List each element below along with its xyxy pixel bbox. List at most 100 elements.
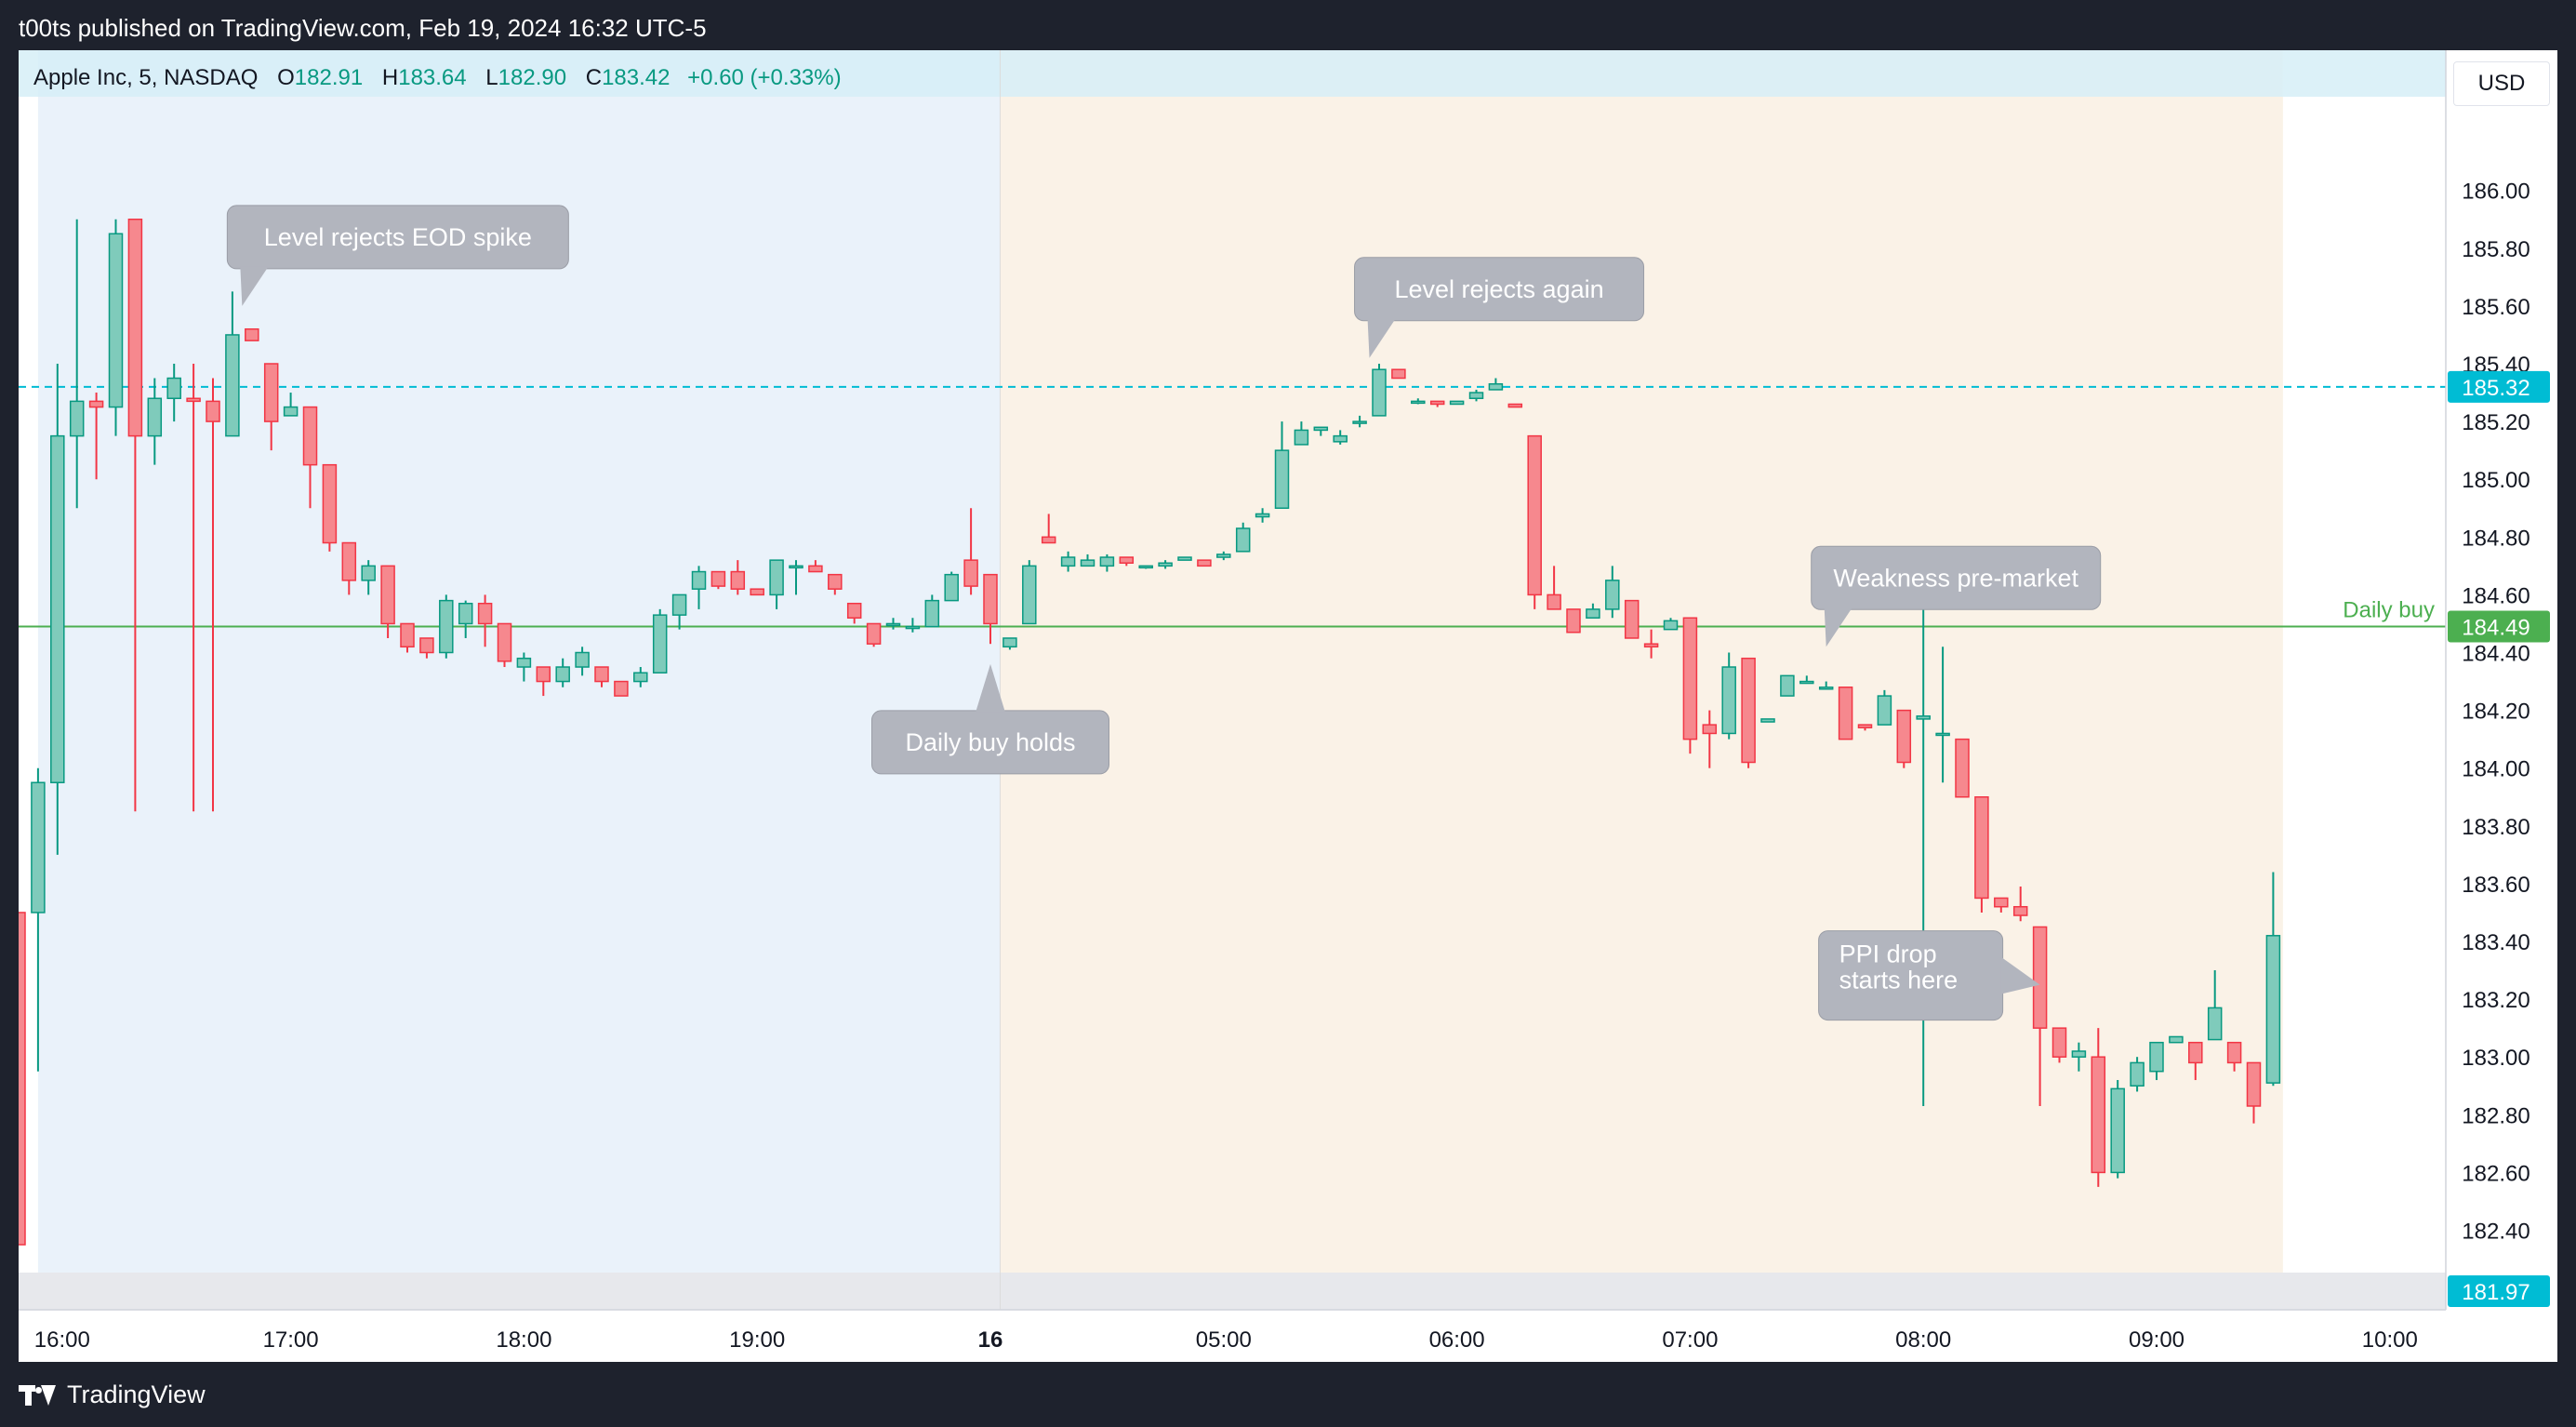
currency-button[interactable]: USD	[2453, 61, 2550, 106]
candle-body	[88, 400, 104, 408]
candle-body	[594, 666, 609, 683]
candle	[31, 767, 46, 1072]
candle	[1255, 508, 1270, 523]
candle-body	[108, 233, 124, 408]
axis-corner	[2446, 1310, 2557, 1362]
price-tick-label: 183.00	[2462, 1046, 2530, 1071]
candle-body	[186, 397, 201, 403]
candle	[555, 658, 570, 687]
candle-body	[1935, 732, 1950, 737]
candle-body	[1119, 556, 1135, 564]
price-tick-label: 185.20	[2462, 410, 2530, 435]
high-value: 183.64	[398, 65, 467, 90]
candle	[1488, 378, 1504, 391]
candle	[1411, 398, 1426, 405]
candle	[671, 593, 687, 630]
annotation-text: Level rejects EOD spike	[264, 223, 532, 251]
candle	[206, 378, 220, 812]
close-value: 183.42	[602, 65, 671, 90]
candle-body	[400, 622, 415, 648]
candle-body	[458, 602, 473, 625]
top-highlight-strip	[19, 50, 2446, 97]
price-line-name-2: Daily buy	[2343, 598, 2435, 623]
chart-area[interactable]: Daily buy Level rejects EOD spike Level re…	[19, 50, 2557, 1362]
bottom-highlight-strip	[19, 1273, 2446, 1310]
candle	[1682, 617, 1698, 754]
candle-body	[2169, 1035, 2184, 1044]
candle	[1624, 599, 1640, 639]
candle	[1838, 687, 1853, 740]
candle-body	[1605, 580, 1620, 610]
time-tick-label: 16:00	[34, 1327, 90, 1353]
annotation-4: Daily buy holds	[871, 663, 1109, 775]
candle-body	[652, 614, 668, 673]
candle	[750, 588, 764, 596]
candle-body	[1527, 434, 1542, 596]
candle	[789, 560, 803, 595]
price-tick-label: 183.80	[2462, 815, 2530, 840]
annotation-text: starts here	[1839, 967, 1959, 994]
candle	[380, 565, 395, 638]
candle-body	[769, 559, 784, 596]
candle-body	[380, 565, 395, 625]
candle-body	[1099, 556, 1115, 567]
tradingview-logo[interactable]: TradingView	[19, 1380, 206, 1409]
candle	[730, 560, 746, 595]
candle	[1818, 681, 1834, 690]
candle	[1099, 553, 1115, 572]
annotation-box	[226, 205, 569, 270]
candle-body	[1391, 368, 1406, 380]
candle	[866, 622, 882, 647]
candle-body	[1080, 559, 1095, 567]
candle	[2032, 926, 2048, 1106]
candle	[2149, 1041, 2164, 1081]
candle	[1197, 559, 1212, 567]
candle-body	[710, 570, 726, 587]
candle	[127, 219, 143, 812]
candle	[2130, 1057, 2144, 1092]
candle-body	[983, 573, 998, 625]
candle	[245, 327, 259, 341]
candle-body	[1955, 738, 1970, 798]
candle-body	[127, 219, 143, 437]
candle	[2052, 1027, 2067, 1063]
annotation-text: PPI drop	[1839, 940, 1937, 968]
candle	[1060, 551, 1076, 572]
candle-body	[1449, 400, 1465, 406]
price-line-badge-label-2: 184.49	[2462, 616, 2530, 641]
candle	[1022, 560, 1037, 625]
candle	[1507, 403, 1523, 408]
candle-body	[1352, 420, 1367, 424]
candle	[846, 602, 862, 624]
candle-body	[846, 602, 862, 619]
candle	[1333, 430, 1348, 445]
candle-body	[1741, 657, 1756, 764]
symbol-name: Apple Inc, 5, NASDAQ	[33, 65, 259, 90]
footer-bar: TradingView	[0, 1362, 2576, 1427]
price-tick-label: 185.60	[2462, 295, 2530, 320]
candle	[108, 219, 124, 436]
candle-body	[2032, 926, 2048, 1029]
candle	[710, 570, 726, 590]
candle	[225, 291, 240, 437]
high-label: H	[381, 65, 399, 90]
candle	[2091, 1028, 2106, 1187]
bottom-price-badge	[2448, 1275, 2550, 1307]
candle-body	[2246, 1061, 2262, 1107]
candle-body	[1799, 680, 1814, 685]
candlestick-chart[interactable]: Daily buy Level rejects EOD spike Level re…	[19, 50, 2557, 1362]
annotation-2: Level rejects again	[1354, 257, 1645, 358]
time-tick-label: 19:00	[729, 1327, 785, 1353]
symbol-legend: Apple Inc, 5, NASDAQ O182.91 H183.64 L18…	[33, 65, 842, 91]
annotation-pointer	[976, 663, 1005, 713]
candle	[419, 637, 434, 659]
candle-body	[1294, 429, 1309, 446]
candle-body	[1488, 382, 1504, 391]
annotation-pointer	[2000, 956, 2040, 994]
candle-body	[1003, 637, 1017, 648]
candle-body	[1216, 553, 1231, 558]
candle-body	[2052, 1027, 2067, 1058]
candle-body	[206, 400, 220, 422]
candle-body	[1158, 562, 1173, 567]
candle-body	[69, 400, 85, 437]
